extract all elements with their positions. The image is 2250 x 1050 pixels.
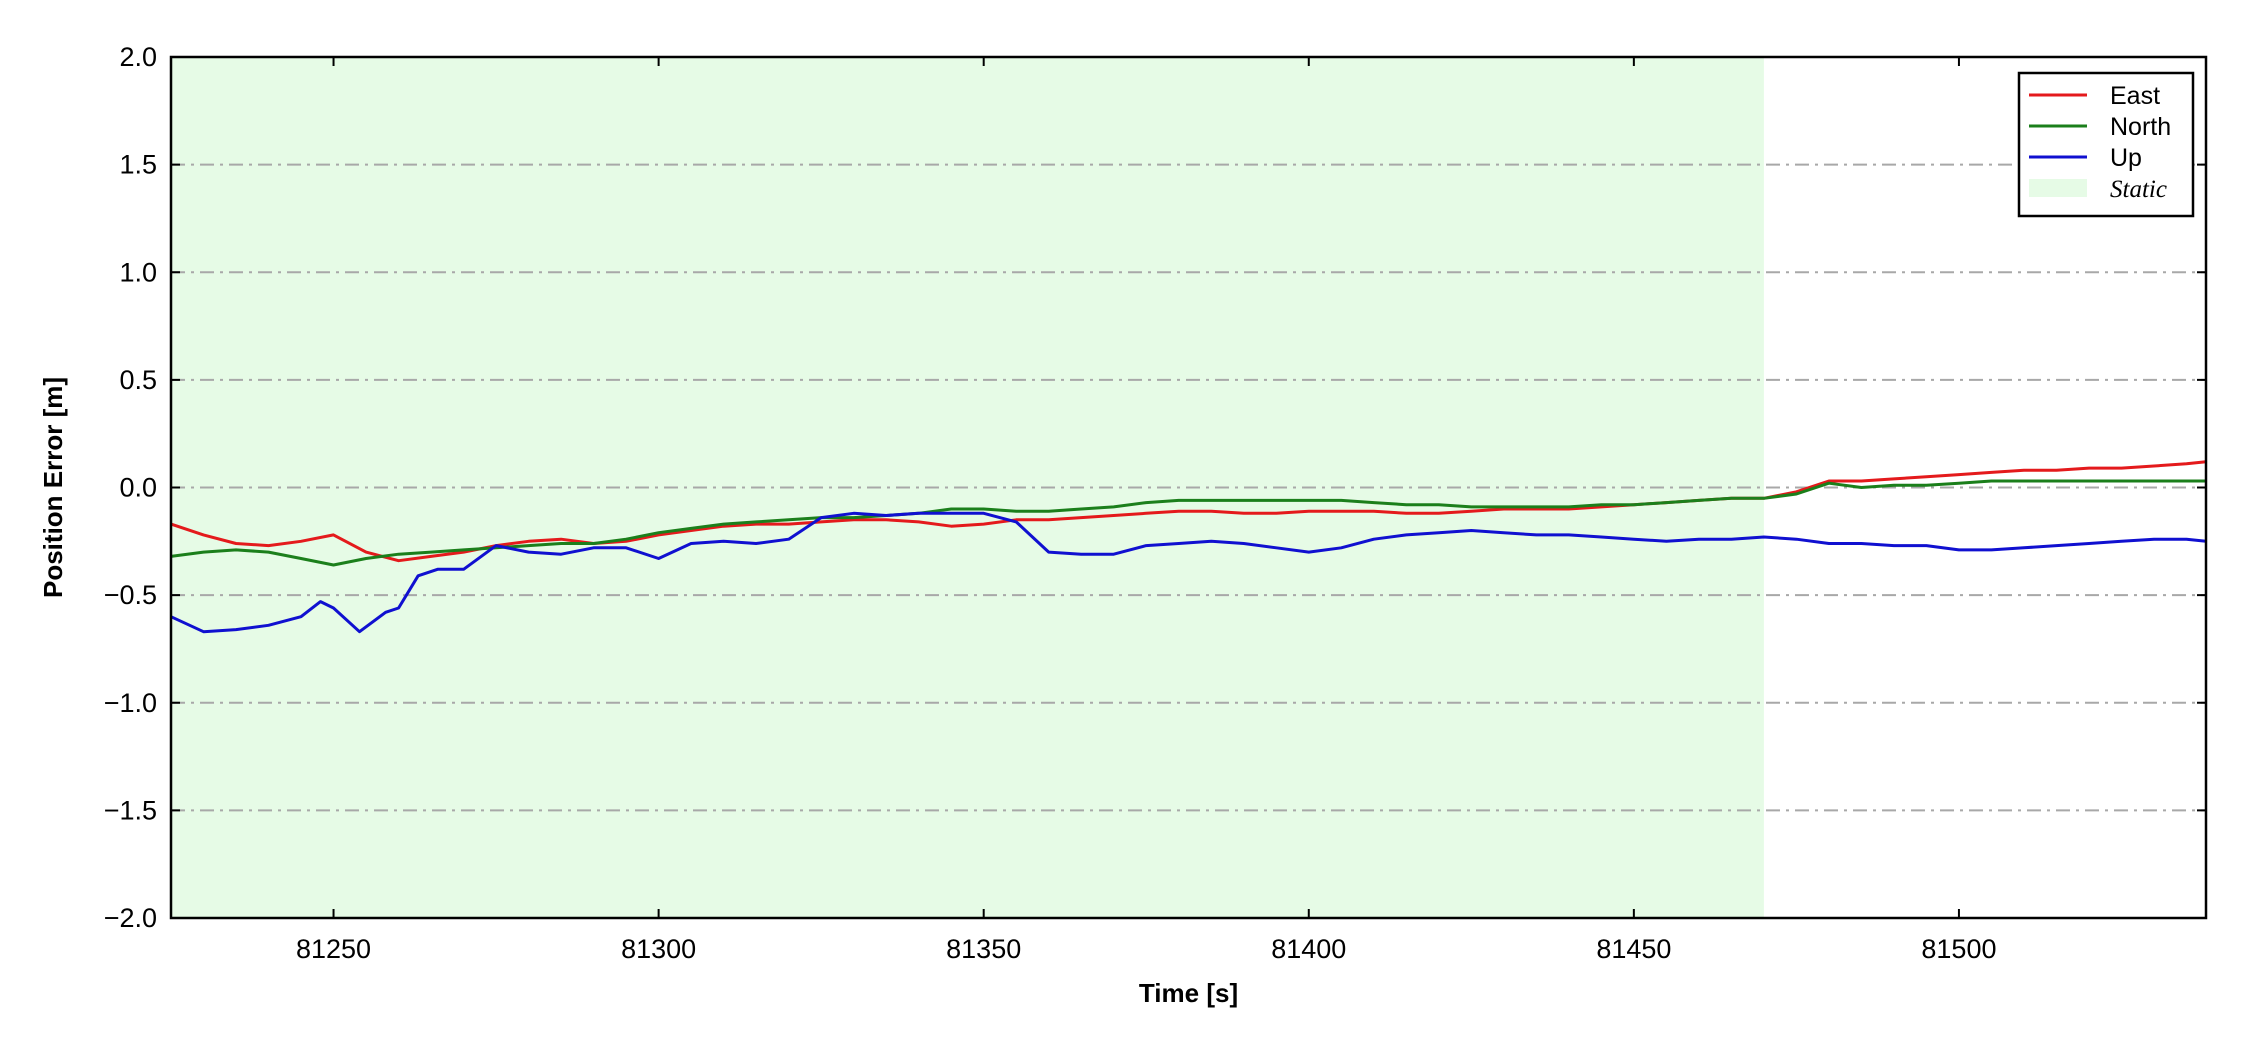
series-layer: [170, 460, 2207, 634]
x-tick-label: 81350: [946, 934, 1021, 964]
x-tick-label: 81250: [296, 934, 371, 964]
x-axis-label: Time [s]: [1139, 978, 1238, 1008]
y-tick-label: 0.5: [119, 365, 157, 395]
legend: East North Up Static: [2017, 71, 2195, 218]
series-line-up: [170, 511, 2207, 634]
series-line-east: [170, 460, 2207, 563]
x-tick-label: 81450: [1596, 934, 1671, 964]
y-tick-label: 2.0: [119, 42, 157, 72]
y-axis-label: Position Error [m]: [38, 377, 68, 598]
legend-east-label: East: [2110, 82, 2160, 110]
legend-up-label: Up: [2110, 144, 2142, 172]
x-tick-label: 81300: [621, 934, 696, 964]
y-tick-label: 1.5: [119, 150, 157, 180]
y-tick-label: −1.0: [104, 688, 157, 718]
legend-north-label: North: [2110, 113, 2171, 141]
axis-ticks: 2.0 1.5 1.0 0.5 0.0 −0.5 −1.0 −1.5 −2.0 81250 8130…: [104, 42, 2206, 964]
x-tick-label: 81500: [1921, 934, 1996, 964]
x-tick-label: 81400: [1271, 934, 1346, 964]
legend-static-patch: [2029, 179, 2087, 197]
y-tick-label: −1.5: [104, 795, 157, 825]
y-tick-label: −2.0: [104, 903, 157, 933]
legend-static-label: Static: [2110, 176, 2167, 203]
series-line-north: [170, 479, 2206, 567]
y-tick-label: 1.0: [119, 257, 157, 287]
y-tick-label: 0.0: [119, 473, 157, 503]
y-tick-label: −0.5: [104, 580, 157, 610]
